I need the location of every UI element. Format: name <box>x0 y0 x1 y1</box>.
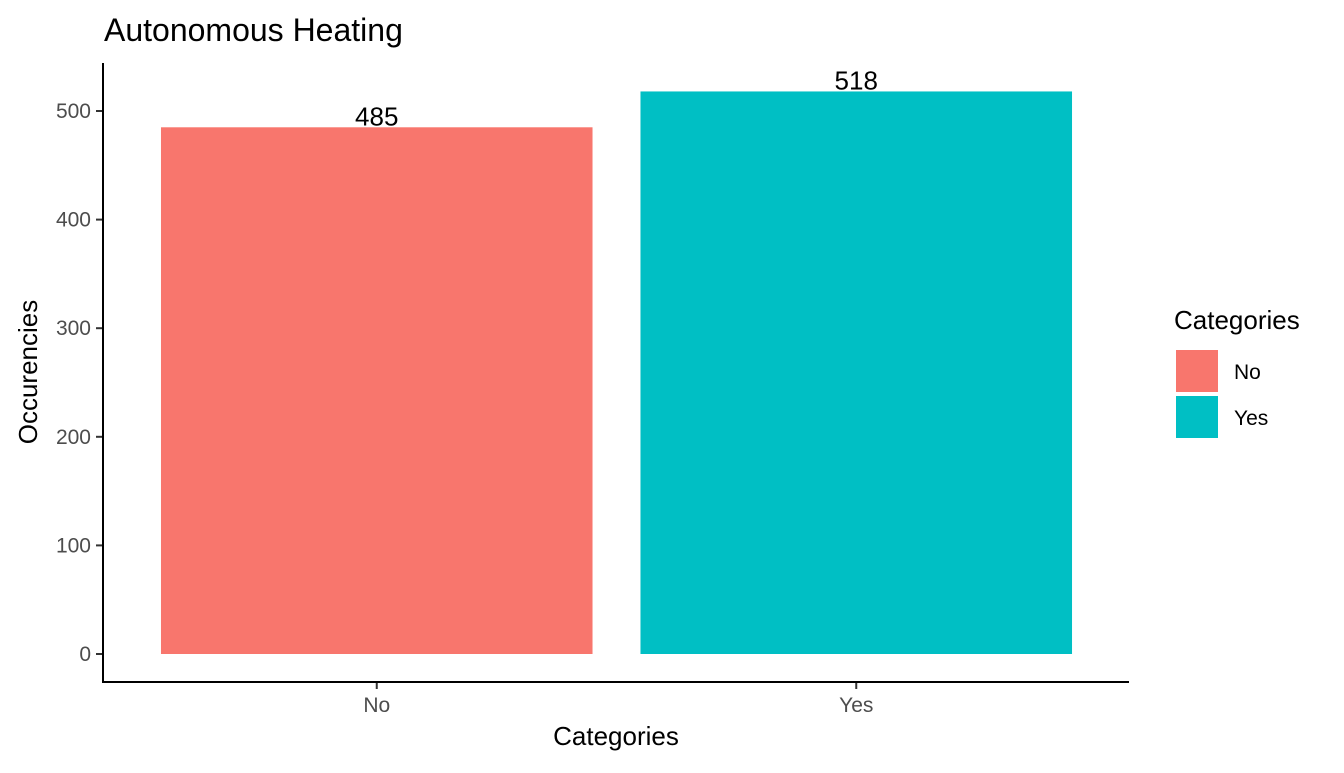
bars-group: 485 518 <box>160 65 1073 655</box>
legend-key-yes <box>1176 396 1218 438</box>
x-tick-label: Yes <box>839 694 873 717</box>
bar-yes <box>640 91 1073 654</box>
y-tick-label: 500 <box>56 100 91 123</box>
data-label-yes: 518 <box>835 65 878 95</box>
legend-title: Categories <box>1174 305 1300 335</box>
y-axis-title: Occurencies <box>13 300 43 445</box>
y-tick-label: 0 <box>79 643 91 666</box>
legend-label-yes: Yes <box>1234 407 1268 430</box>
data-label-no: 485 <box>355 101 398 131</box>
y-tick-label: 200 <box>56 426 91 449</box>
y-tick-label: 100 <box>56 534 91 557</box>
y-axis-ticks: 0 100 200 300 400 500 <box>56 100 103 666</box>
x-axis-title: Categories <box>553 721 679 751</box>
y-tick-label: 400 <box>56 209 91 232</box>
legend-key-no <box>1176 350 1218 392</box>
bar-no <box>160 127 593 655</box>
chart-title: Autonomous Heating <box>104 12 403 48</box>
x-tick-label: No <box>363 694 390 717</box>
x-axis-ticks: No Yes <box>363 682 873 717</box>
y-tick-label: 300 <box>56 317 91 340</box>
legend-label-no: No <box>1234 361 1261 384</box>
legend: Categories No Yes <box>1174 305 1300 438</box>
legend-items: No Yes <box>1176 350 1268 438</box>
